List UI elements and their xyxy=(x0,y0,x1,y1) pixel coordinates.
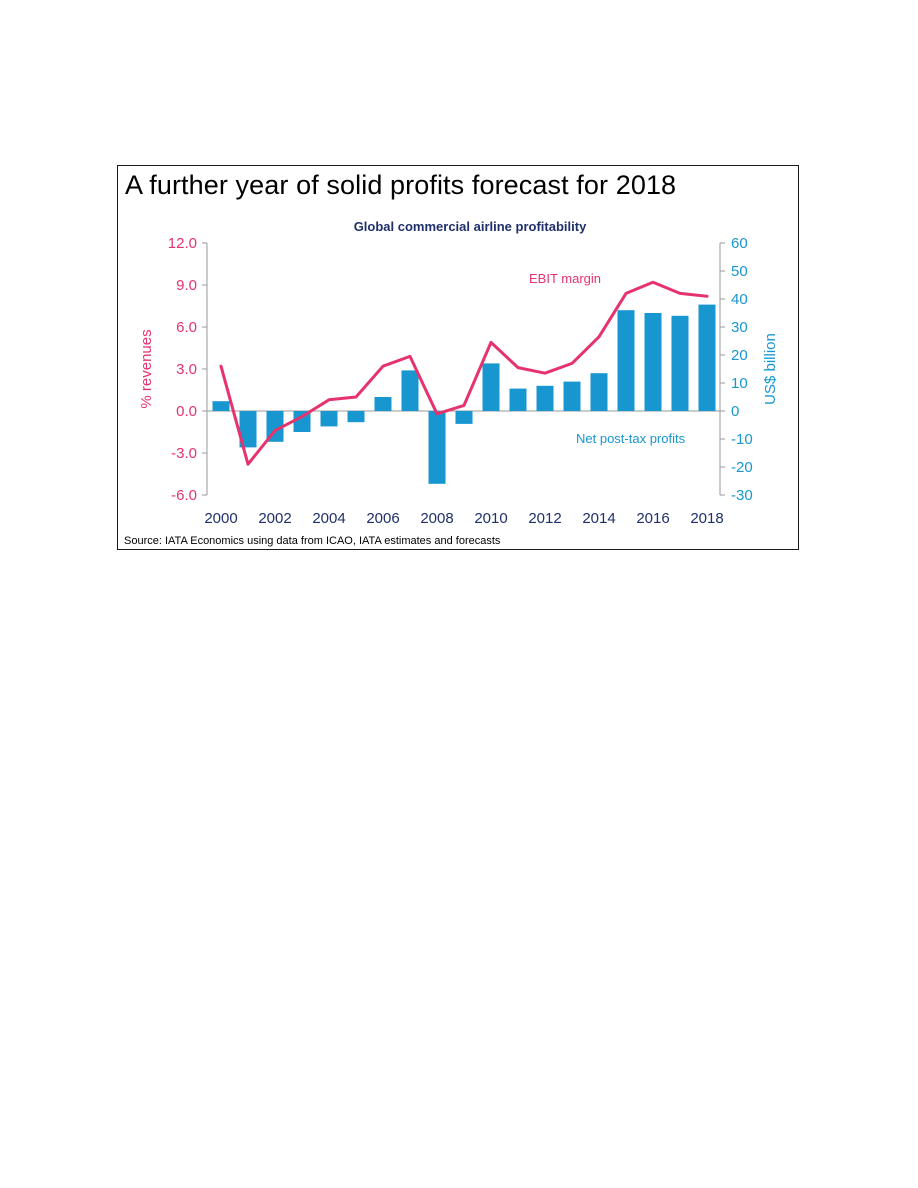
source-note: Source: IATA Economics using data from I… xyxy=(124,535,501,547)
x-axis-tick-label: 2004 xyxy=(312,510,345,527)
bar-net-post-tax-profits xyxy=(212,401,230,411)
left-axis-tick-label: -6.0 xyxy=(171,487,197,504)
x-axis-tick-label: 2014 xyxy=(582,510,615,527)
bar-net-post-tax-profits xyxy=(239,411,257,448)
bar-net-post-tax-profits xyxy=(563,381,581,411)
right-axis-tick-label: 0 xyxy=(731,403,739,420)
left-axis-tick-label: 12.0 xyxy=(168,235,197,252)
bar-net-post-tax-profits xyxy=(455,411,473,424)
right-axis-tick-label: 50 xyxy=(731,263,748,280)
series-label-ebit-margin: EBIT margin xyxy=(529,271,601,286)
x-axis-tick-label: 2008 xyxy=(420,510,453,527)
bar-net-post-tax-profits xyxy=(644,313,662,411)
bar-net-post-tax-profits xyxy=(698,304,716,411)
left-axis-title: % revenues xyxy=(138,329,155,408)
page-title: A further year of solid profits forecast… xyxy=(125,170,677,200)
right-axis-tick-label: 60 xyxy=(731,235,748,252)
x-axis-tick-label: 2018 xyxy=(690,510,723,527)
x-axis-tick-label: 2000 xyxy=(204,510,237,527)
x-axis-tick-label: 2016 xyxy=(636,510,669,527)
bar-net-post-tax-profits xyxy=(293,411,311,432)
left-axis-tick-label: 3.0 xyxy=(176,361,197,378)
series-label-net-profits: Net post-tax profits xyxy=(576,431,686,446)
left-axis-tick-label: 6.0 xyxy=(176,319,197,336)
chart-subtitle: Global commercial airline profitability xyxy=(354,219,587,234)
x-axis-tick-label: 2006 xyxy=(366,510,399,527)
right-axis-tick-label: 10 xyxy=(731,375,748,392)
right-axis-tick-label: 40 xyxy=(731,291,748,308)
line-ebit-margin xyxy=(219,280,709,466)
x-axis-tick-label: 2012 xyxy=(528,510,561,527)
right-axis-tick-label: -20 xyxy=(731,459,753,476)
bar-net-post-tax-profits xyxy=(590,373,608,411)
left-axis-tick-label: -3.0 xyxy=(171,445,197,462)
left-axis-tick-label: 9.0 xyxy=(176,277,197,294)
x-axis-tick-label: 2002 xyxy=(258,510,291,527)
bar-net-post-tax-profits xyxy=(671,315,689,411)
left-axis-tick-label: 0.0 xyxy=(176,403,197,420)
bar-net-post-tax-profits xyxy=(617,310,635,411)
right-axis-tick-label: 20 xyxy=(731,347,748,364)
bar-net-post-tax-profits xyxy=(374,397,392,411)
bar-net-post-tax-profits xyxy=(428,411,446,484)
bar-net-post-tax-profits xyxy=(482,363,500,411)
right-axis-tick-label: 30 xyxy=(731,319,748,336)
bar-net-post-tax-profits xyxy=(347,411,365,423)
right-axis-tick-label: -30 xyxy=(731,487,753,504)
right-axis-tick-label: -10 xyxy=(731,431,753,448)
bar-net-post-tax-profits xyxy=(320,411,338,427)
bar-net-post-tax-profits xyxy=(509,388,527,411)
bar-net-post-tax-profits xyxy=(401,370,419,411)
right-axis-title: US$ billion xyxy=(762,333,779,405)
bar-net-post-tax-profits xyxy=(536,385,554,411)
x-axis-tick-label: 2010 xyxy=(474,510,507,527)
